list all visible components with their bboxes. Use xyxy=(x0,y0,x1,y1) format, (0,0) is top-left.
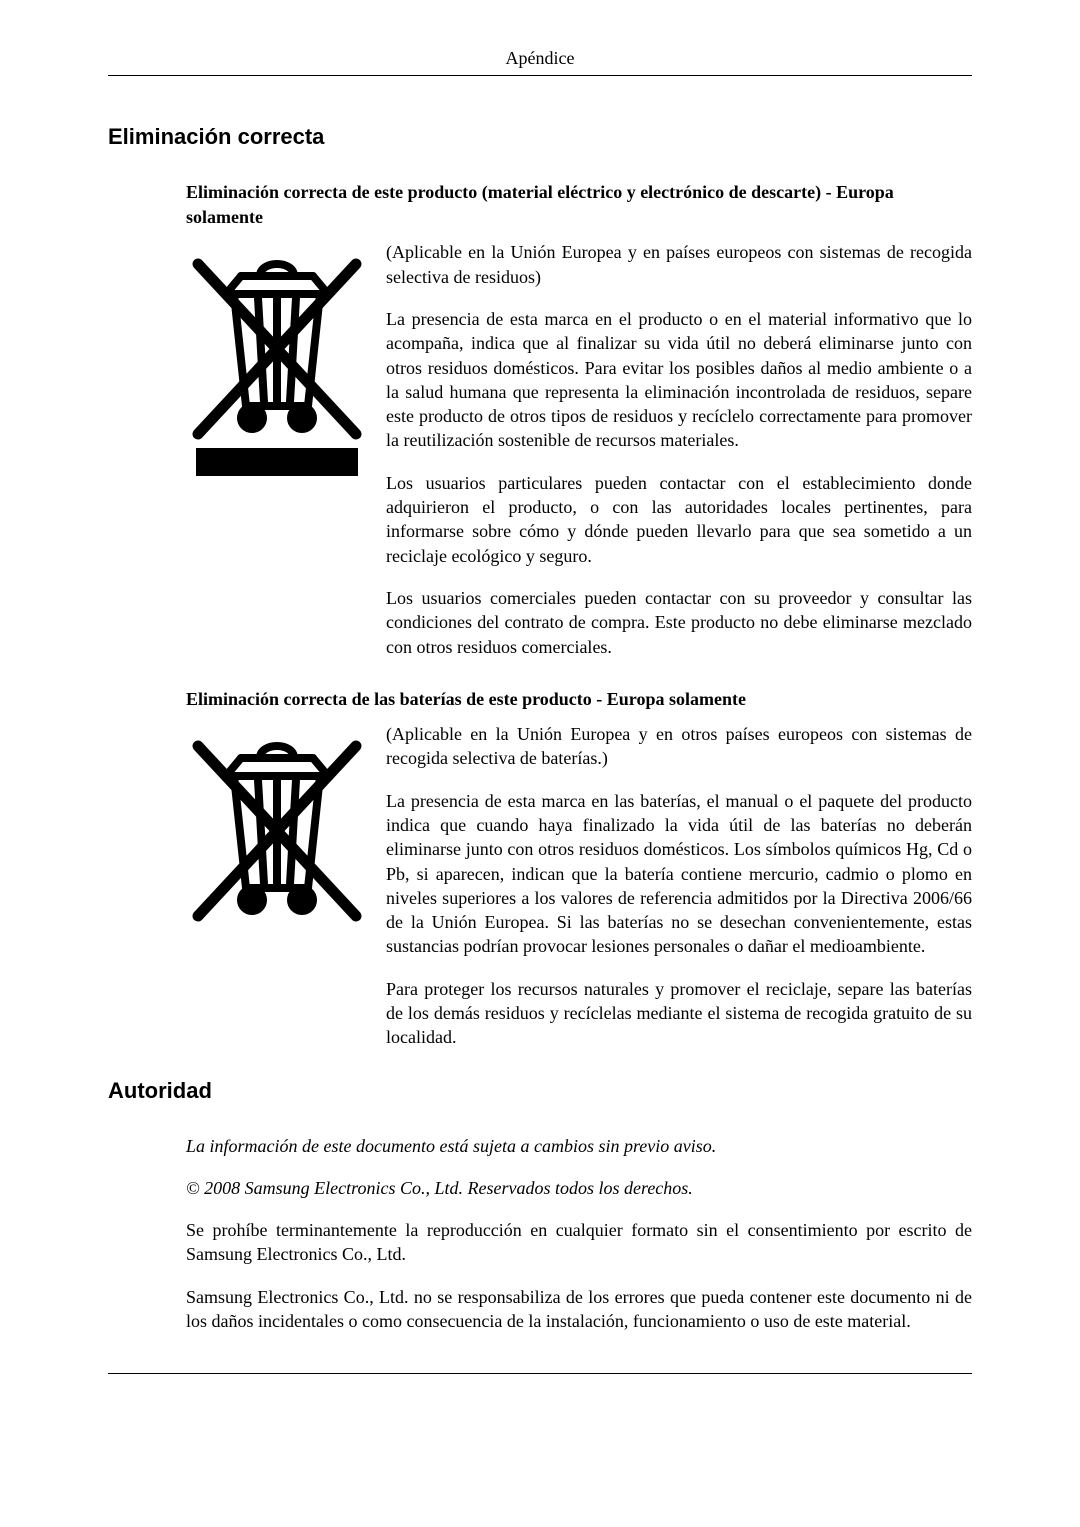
autoridad-p4: Samsung Electronics Co., Ltd. no se resp… xyxy=(186,1285,972,1334)
weee-icon-no-bar-container xyxy=(186,722,368,1050)
subheading-product-disposal: Eliminación correcta de este producto (m… xyxy=(186,180,972,230)
battery-disposal-block: (Aplicable en la Unión Europea y en otro… xyxy=(186,722,972,1050)
crossed-bin-icon xyxy=(186,728,368,928)
product-disposal-p3: Los usuarios particulares pueden contact… xyxy=(386,471,972,568)
subheading-battery-disposal: Eliminación correcta de las baterías de … xyxy=(186,687,972,712)
autoridad-p1: La información de este documento está su… xyxy=(186,1134,972,1158)
header-rule xyxy=(108,75,972,76)
product-disposal-p2: La presencia de esta marca en el product… xyxy=(386,307,972,453)
battery-disposal-p2: La presencia de esta marca en las baterí… xyxy=(386,789,972,959)
section-title-eliminacion: Eliminación correcta xyxy=(108,124,972,150)
footer-rule xyxy=(108,1373,972,1374)
battery-disposal-p1: (Aplicable en la Unión Europea y en otro… xyxy=(386,722,972,771)
section-title-autoridad: Autoridad xyxy=(108,1078,972,1104)
product-disposal-p1: (Aplicable en la Unión Europea y en país… xyxy=(386,240,972,289)
product-disposal-p4: Los usuarios comerciales pueden contacta… xyxy=(386,586,972,659)
autoridad-p2: © 2008 Samsung Electronics Co., Ltd. Res… xyxy=(186,1176,972,1200)
page-header-label: Apéndice xyxy=(108,48,972,69)
weee-icon-with-bar-container xyxy=(186,240,368,658)
product-disposal-block: (Aplicable en la Unión Europea y en país… xyxy=(186,240,972,658)
battery-disposal-p3: Para proteger los recursos naturales y p… xyxy=(386,977,972,1050)
crossed-bin-bar-icon xyxy=(186,246,368,478)
autoridad-p3: Se prohíbe terminantemente la reproducci… xyxy=(186,1218,972,1267)
